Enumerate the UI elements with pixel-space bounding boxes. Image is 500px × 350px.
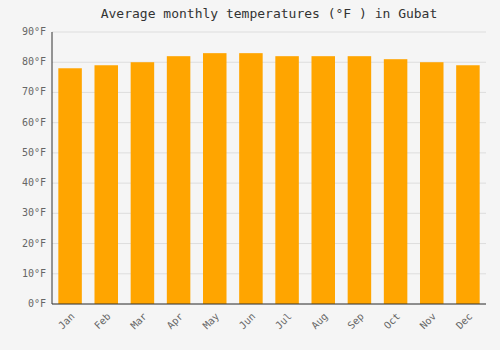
grid	[52, 32, 486, 304]
y-tick-label: 10°F	[22, 268, 46, 279]
bar	[384, 59, 408, 304]
x-tick-label: Apr	[165, 311, 186, 332]
x-tick-label: Dec	[454, 311, 475, 332]
y-tick-label: 80°F	[22, 56, 46, 67]
chart-svg: 0°F 10°F 20°F 30°F 40°F 50°F 60°F 70°F 80°F 90°F J…	[0, 0, 500, 350]
x-axis: Jan Feb Mar Apr May Jun Jul Aug Sep Oct Nov Dec	[56, 311, 474, 332]
x-tick-label: May	[201, 311, 222, 332]
bar	[456, 65, 480, 304]
bar	[94, 65, 118, 304]
y-tick-label: 90°F	[22, 26, 46, 37]
x-tick-label: Mar	[128, 311, 149, 332]
y-tick-label: 20°F	[22, 238, 46, 249]
y-axis-line	[52, 32, 53, 304]
y-axis: 0°F 10°F 20°F 30°F 40°F 50°F 60°F 70°F 80°F 90°F	[22, 26, 46, 309]
bars	[58, 53, 479, 304]
chart-container: 0°F 10°F 20°F 30°F 40°F 50°F 60°F 70°F 80°F 90°F J…	[0, 0, 500, 350]
y-tick-label: 30°F	[22, 207, 46, 218]
bar	[131, 62, 155, 304]
grid-line	[52, 32, 486, 33]
x-tick-label: Nov	[418, 311, 439, 332]
bar	[167, 56, 191, 304]
bar	[239, 53, 263, 304]
bar	[58, 68, 82, 304]
x-tick-label: Jul	[273, 311, 294, 332]
y-tick-label: 0°F	[28, 298, 46, 309]
bar	[420, 62, 444, 304]
x-tick-label: Aug	[309, 311, 330, 332]
bar	[275, 56, 299, 304]
grid-line	[52, 304, 486, 305]
bar	[348, 56, 372, 304]
x-tick-label: Feb	[92, 311, 113, 332]
x-tick-label: Jun	[237, 311, 258, 332]
x-tick-label: Sep	[345, 311, 366, 332]
bar	[203, 53, 227, 304]
bar	[311, 56, 335, 304]
x-tick-label: Jan	[56, 311, 77, 332]
y-tick-label: 60°F	[22, 117, 46, 128]
y-tick-label: 40°F	[22, 177, 46, 188]
y-tick-label: 70°F	[22, 86, 46, 97]
title: Average monthly temperatures (°F ) in Gu…	[101, 6, 438, 21]
y-tick-label: 50°F	[22, 147, 46, 158]
x-axis-line	[52, 304, 486, 305]
x-tick-label: Oct	[382, 311, 403, 332]
